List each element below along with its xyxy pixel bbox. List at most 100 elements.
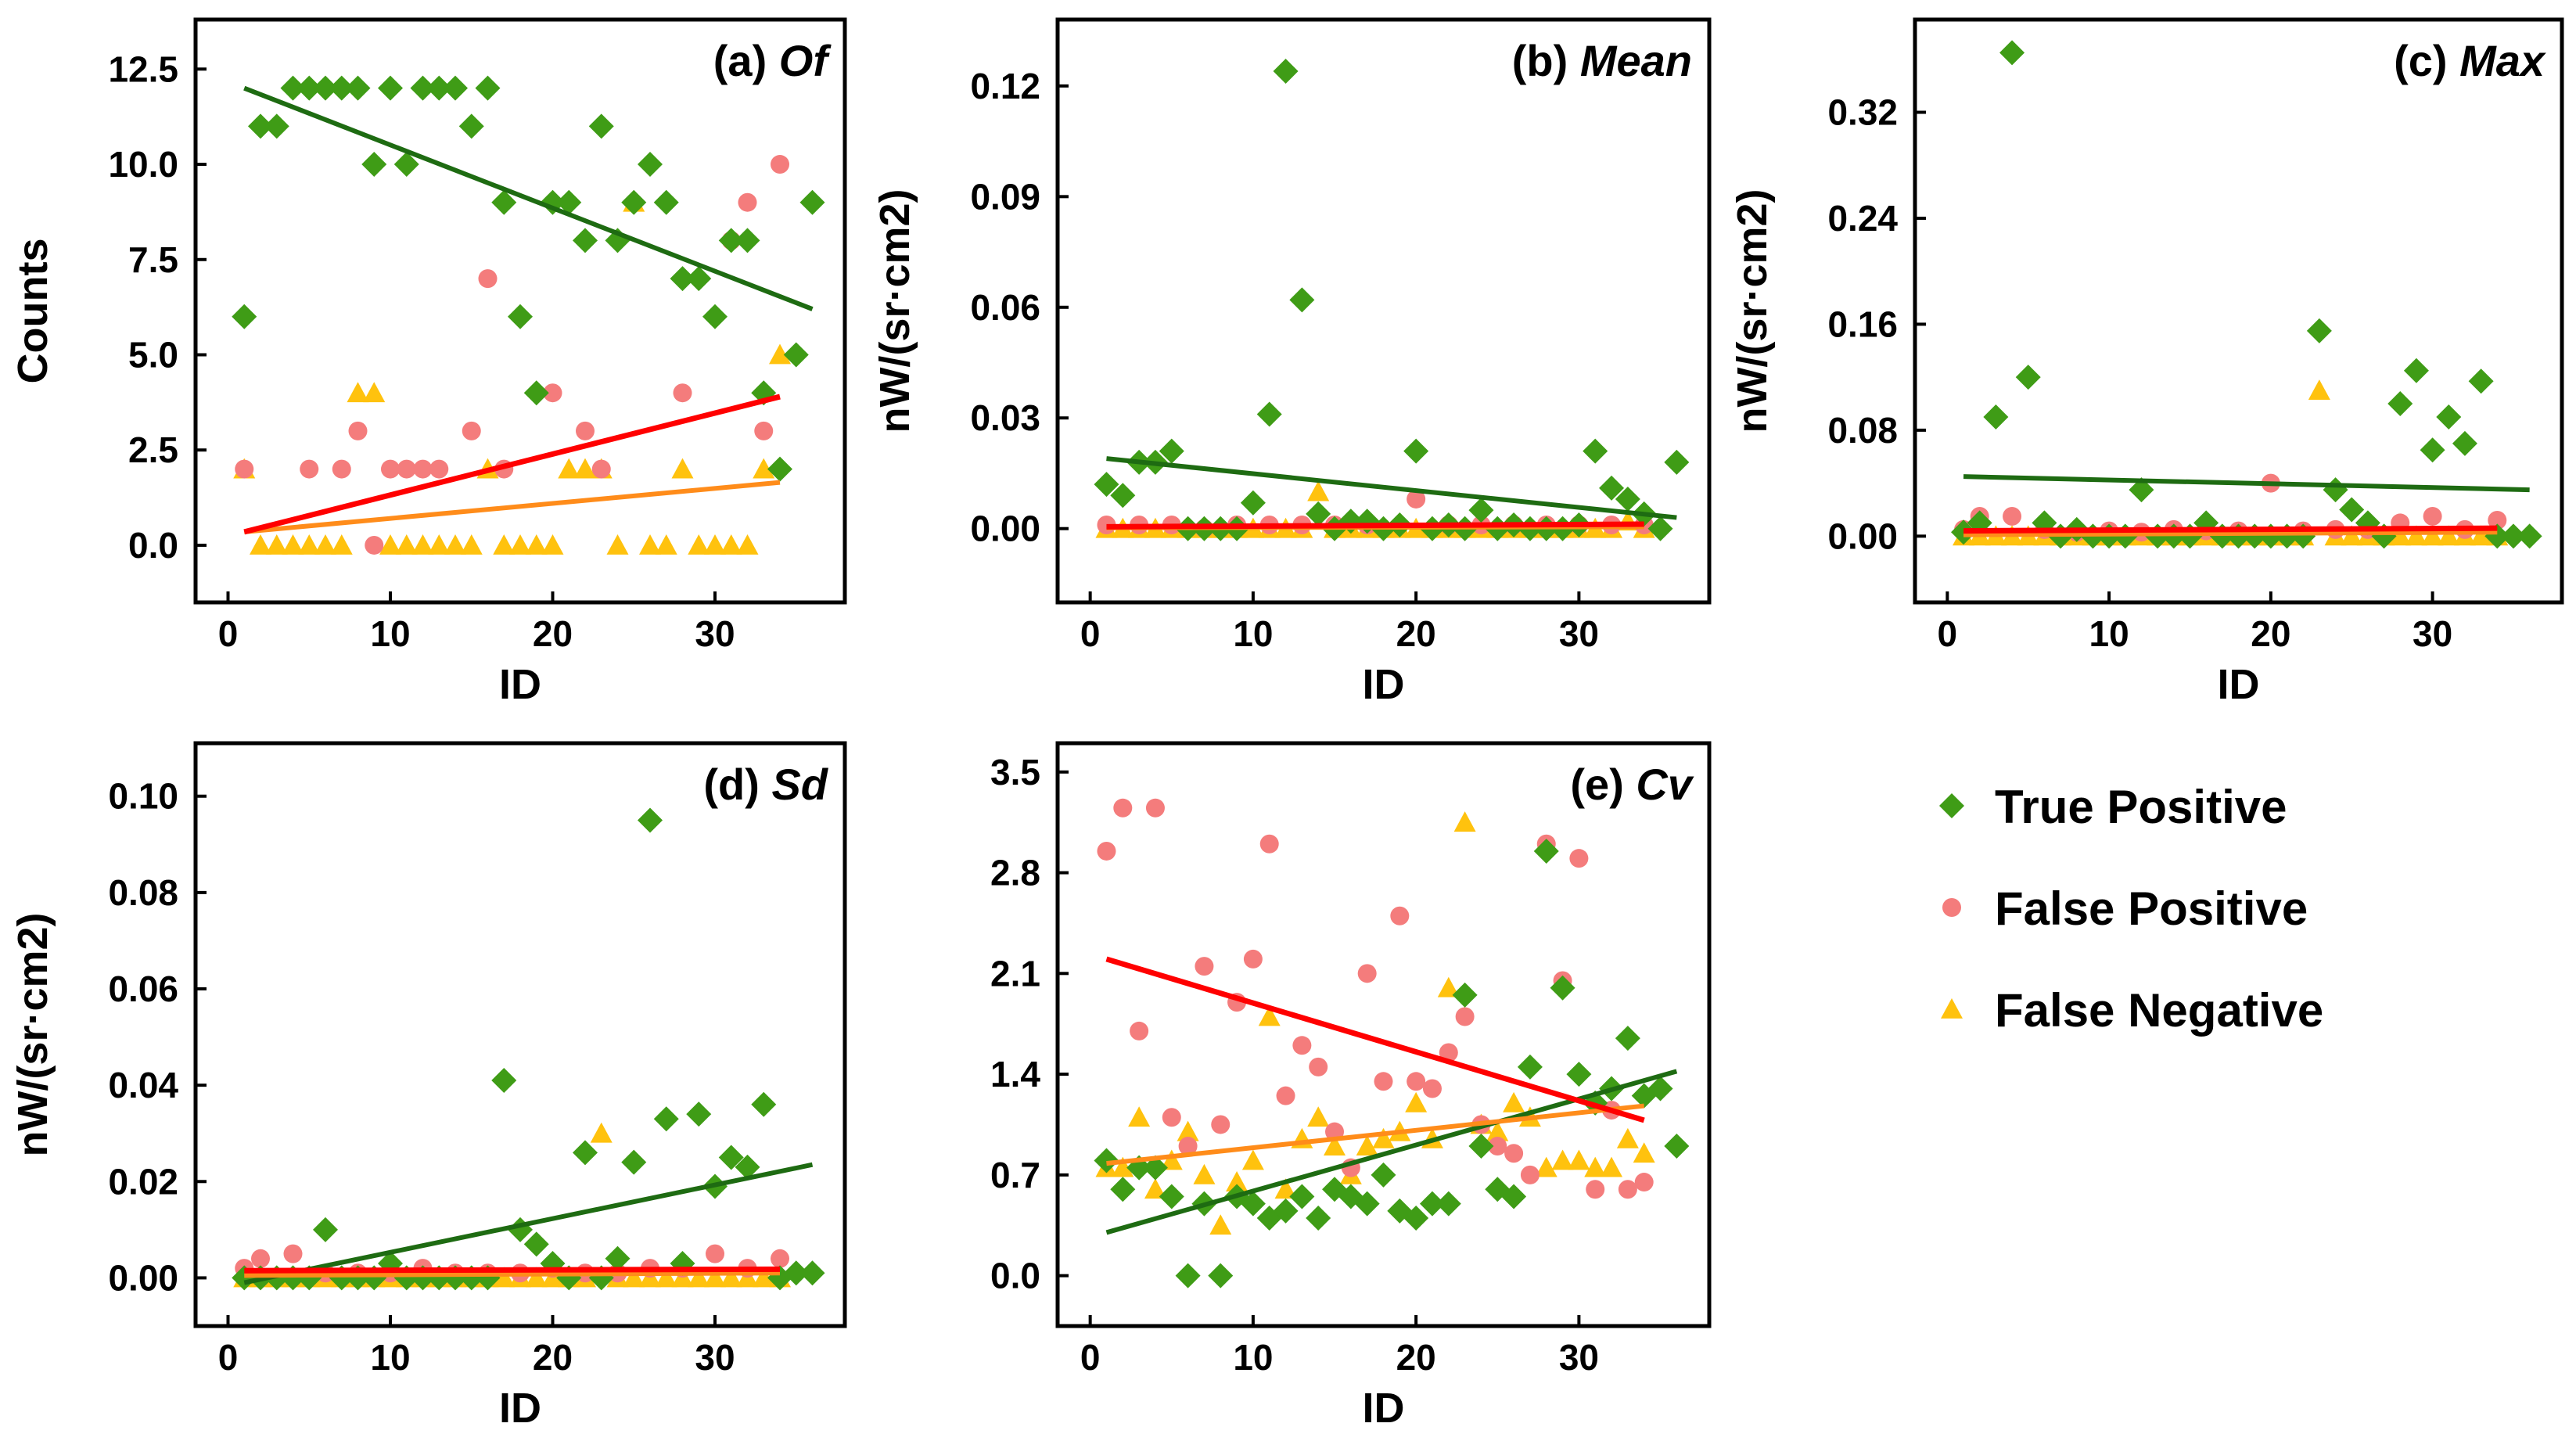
fn-point	[314, 534, 336, 555]
tp-point	[2339, 497, 2365, 523]
tp-trend-line	[1105, 1069, 1678, 1235]
tp-point	[1533, 838, 1559, 864]
x-tick-label: 10	[1233, 1337, 1273, 1378]
tp-point	[2015, 365, 2041, 390]
tp-point	[1240, 490, 1266, 516]
fn-point	[1568, 1149, 1590, 1170]
tp-point	[2517, 523, 2542, 549]
tp-point	[1110, 1177, 1136, 1202]
tp-point	[1664, 449, 1690, 475]
fp-point	[1243, 949, 1263, 969]
fp-point	[771, 1249, 789, 1268]
fp-point	[1569, 849, 1589, 868]
tp-point	[1419, 1191, 1445, 1217]
fn-point	[623, 1267, 645, 1288]
tp-point	[426, 75, 452, 101]
tp-point	[313, 1217, 338, 1242]
tp-trend-line	[243, 85, 814, 311]
y-tick-label: 3.5	[990, 752, 1040, 792]
tp-point	[1240, 1191, 1266, 1217]
fn-point	[347, 382, 369, 403]
y-tick-label: 0.06	[970, 287, 1040, 328]
panel-title-prefix: (b)	[1512, 36, 1580, 85]
fn-point	[1307, 1106, 1330, 1127]
fp-point	[381, 459, 400, 479]
fn-point	[2341, 525, 2363, 546]
tp-point	[1208, 1263, 1234, 1288]
tp-point	[605, 1245, 631, 1271]
x-tick-label: 20	[1396, 613, 1436, 654]
tp-point	[621, 189, 647, 215]
fn-point	[574, 458, 596, 479]
tp-point	[1273, 59, 1299, 84]
fp-point	[1113, 798, 1133, 818]
y-tick-label: 0.16	[1827, 304, 1898, 344]
fn-point	[298, 534, 321, 555]
plot-frame	[1913, 17, 2564, 605]
triangle-icon	[1941, 998, 1963, 1019]
tp-point	[491, 189, 517, 215]
y-tick-label: 0.12	[970, 66, 1040, 106]
tp-point	[1110, 483, 1136, 509]
y-tick-label: 0.08	[1827, 410, 1898, 451]
tp-point	[751, 1091, 777, 1117]
tp-point	[718, 228, 744, 253]
tp-point	[1354, 1191, 1380, 1217]
x-tick-label: 10	[370, 613, 410, 654]
y-axis-label: nW/(sr·cm2)	[1729, 189, 1776, 433]
y-tick-label: 2.8	[990, 853, 1040, 893]
panel-title: (d) Sd	[703, 760, 828, 809]
fn-point	[1453, 811, 1476, 832]
tp-point	[638, 152, 663, 178]
fn-point	[1633, 1142, 1655, 1163]
fn-point	[1241, 1149, 1264, 1170]
panel-title: (a) Of	[713, 36, 832, 85]
circle-icon	[1942, 898, 1961, 917]
fn-point	[1405, 1091, 1428, 1112]
tp-point	[1517, 1054, 1543, 1080]
y-tick-label: 0.32	[1827, 92, 1898, 133]
fp-point	[771, 155, 789, 174]
fn-point	[753, 1267, 775, 1288]
fn-point	[1128, 1106, 1151, 1127]
tp-point	[1175, 1263, 1201, 1288]
fn-point	[444, 534, 466, 555]
y-tick-label: 5.0	[128, 334, 178, 375]
fn-point	[493, 534, 516, 555]
panel-title-variable: Cv	[1636, 760, 1694, 809]
fn-point	[2308, 379, 2330, 400]
fp-point	[1195, 957, 1214, 976]
fp-point	[1455, 1007, 1475, 1026]
tp-point	[573, 228, 598, 253]
tp-point	[653, 1106, 679, 1132]
fp-point	[1357, 964, 1377, 983]
panel-title-prefix: (a)	[713, 36, 779, 85]
tp-point	[232, 304, 257, 329]
panel-title: (e) Cv	[1570, 760, 1694, 809]
fn-point	[671, 458, 694, 479]
fp-point	[1618, 1180, 1637, 1199]
fn-point	[720, 1267, 742, 1288]
fp-point	[1178, 1137, 1198, 1156]
fn-point	[363, 382, 386, 403]
fn-point	[509, 534, 531, 555]
fp-point	[1520, 1165, 1539, 1184]
tp-point	[686, 1102, 712, 1127]
y-tick-label: 0.00	[108, 1257, 178, 1298]
data-points	[232, 807, 825, 1291]
fn-point	[639, 534, 661, 555]
fp-point	[2488, 511, 2507, 530]
y-axis-label: nW/(sr·cm2)	[9, 912, 56, 1156]
tp-point	[767, 456, 792, 482]
fp-point	[332, 459, 351, 479]
fp-point	[1374, 1072, 1393, 1091]
x-tick-label: 30	[1559, 1337, 1599, 1378]
tp-point	[1501, 1184, 1527, 1209]
panel-d: 0 10 20 30 0.00 0.02 0.04 0.06 0.08 0.10 ID nW/(sr·…	[9, 741, 847, 1432]
fn-point	[1193, 1163, 1216, 1184]
fn-point	[525, 534, 548, 555]
x-tick-label: 20	[533, 1337, 573, 1378]
legend-label-tp: True Positive	[1995, 781, 2287, 833]
tp-point	[264, 113, 289, 139]
tp-point	[1951, 519, 1977, 545]
